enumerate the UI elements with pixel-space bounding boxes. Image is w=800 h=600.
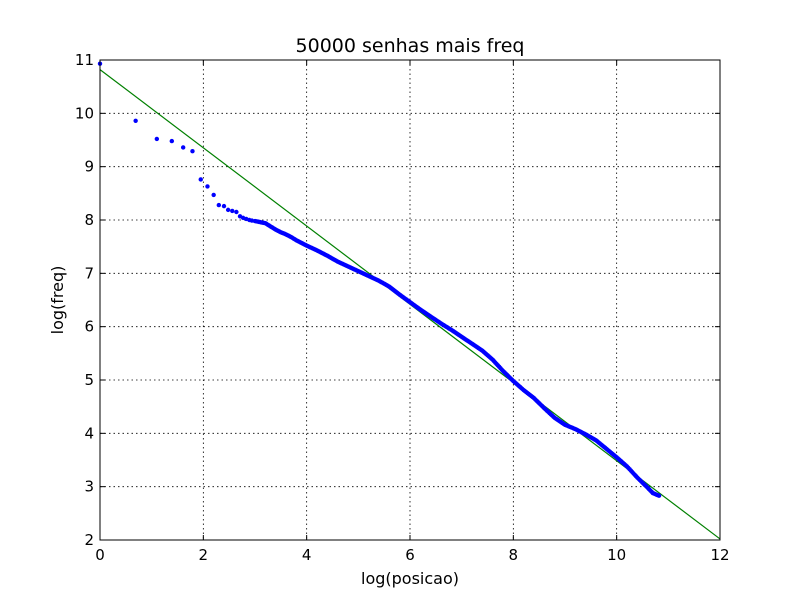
x-tick-label: 10 xyxy=(607,546,626,564)
series-layer xyxy=(97,61,721,540)
data-point xyxy=(230,208,235,214)
y-tick-label: 2 xyxy=(84,531,94,549)
x-tick-label: 6 xyxy=(405,546,415,564)
y-tick-label: 3 xyxy=(84,478,94,496)
data-point xyxy=(190,149,195,154)
x-tick-label: 12 xyxy=(710,546,729,564)
data-point xyxy=(133,118,138,124)
data-point xyxy=(211,192,216,198)
data-point xyxy=(655,493,660,498)
y-tick-label: 7 xyxy=(84,264,94,282)
x-tick-label: 2 xyxy=(199,546,209,564)
data-point xyxy=(216,202,222,208)
y-tick-label: 9 xyxy=(84,158,94,176)
data-point xyxy=(225,207,231,213)
chart-title: 50000 senhas mais freq xyxy=(296,35,525,57)
y-axis-label: log(freq) xyxy=(48,266,67,335)
y-tick-label: 6 xyxy=(84,318,94,336)
y-tick-label: 10 xyxy=(75,104,94,122)
y-tick-label: 5 xyxy=(84,371,94,389)
x-axis-label: log(posicao) xyxy=(361,569,459,588)
data-point xyxy=(180,145,186,150)
data-point xyxy=(154,136,160,142)
data-point xyxy=(234,209,239,215)
y-tick-label: 4 xyxy=(84,424,94,442)
y-tick-label: 8 xyxy=(84,211,94,229)
data-point xyxy=(198,177,203,182)
scatter-series xyxy=(97,61,662,498)
x-tick-label: 8 xyxy=(509,546,519,564)
x-tick-label: 4 xyxy=(302,546,312,564)
data-point xyxy=(205,184,210,189)
x-tick-label: 0 xyxy=(95,546,105,564)
data-point xyxy=(169,138,175,144)
data-point xyxy=(221,203,227,209)
y-tick-label: 11 xyxy=(75,51,94,69)
